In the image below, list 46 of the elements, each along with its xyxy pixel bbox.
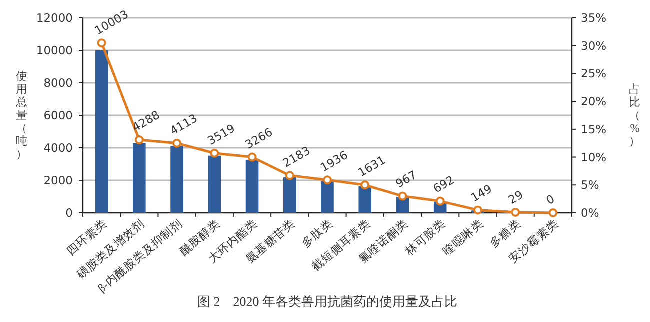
bar xyxy=(358,186,372,213)
y2-axis-title: 占比（%） xyxy=(629,83,641,148)
y-tick-label: 12000 xyxy=(36,11,73,25)
y-tick-label: 4000 xyxy=(44,141,73,155)
point xyxy=(548,208,558,218)
point xyxy=(323,176,332,185)
y-tick-label: 2000 xyxy=(44,174,73,188)
bar xyxy=(170,146,184,213)
y-tick-label: 8000 xyxy=(44,76,73,90)
bar xyxy=(133,143,146,213)
data-label: 149 xyxy=(468,182,494,205)
text: 图 2 2020 年各类兽用抗菌药的使用量及占比 xyxy=(198,294,458,309)
y2-tick-label: 30% xyxy=(581,38,607,53)
data-label: 0 xyxy=(544,192,558,208)
point xyxy=(210,148,220,158)
point xyxy=(97,38,106,48)
point xyxy=(473,206,482,215)
point xyxy=(511,208,520,217)
data-label: 967 xyxy=(393,168,420,191)
point xyxy=(172,138,182,148)
bar xyxy=(321,182,334,213)
point xyxy=(436,196,445,206)
data-label: 4113 xyxy=(168,111,200,138)
data-label: 29 xyxy=(506,188,526,208)
y2-tick-label: 0% xyxy=(581,206,600,220)
y2-tick-label: 5% xyxy=(581,178,600,192)
point xyxy=(285,171,294,180)
point xyxy=(134,136,144,145)
y-axis-title: 使用总量（吨） xyxy=(15,70,28,161)
data-label: 692 xyxy=(430,172,457,196)
y2-tick-label: 10% xyxy=(581,150,607,164)
y2-tick-label: 25% xyxy=(581,66,607,81)
point xyxy=(360,180,370,190)
y2-tick-label: 35% xyxy=(581,11,607,25)
y2-tick-label: 20% xyxy=(581,94,607,109)
y-tick-label: 10000 xyxy=(36,44,73,58)
y2-tick-label: 15% xyxy=(581,122,607,136)
bar xyxy=(283,178,296,213)
data-label: 4288 xyxy=(130,108,162,135)
bar xyxy=(246,160,259,213)
y-tick-label: 6000 xyxy=(44,108,73,122)
point xyxy=(398,192,408,201)
point xyxy=(248,152,257,162)
bar xyxy=(95,50,108,213)
bar xyxy=(208,156,222,213)
y-tick-label: 0 xyxy=(66,206,73,220)
